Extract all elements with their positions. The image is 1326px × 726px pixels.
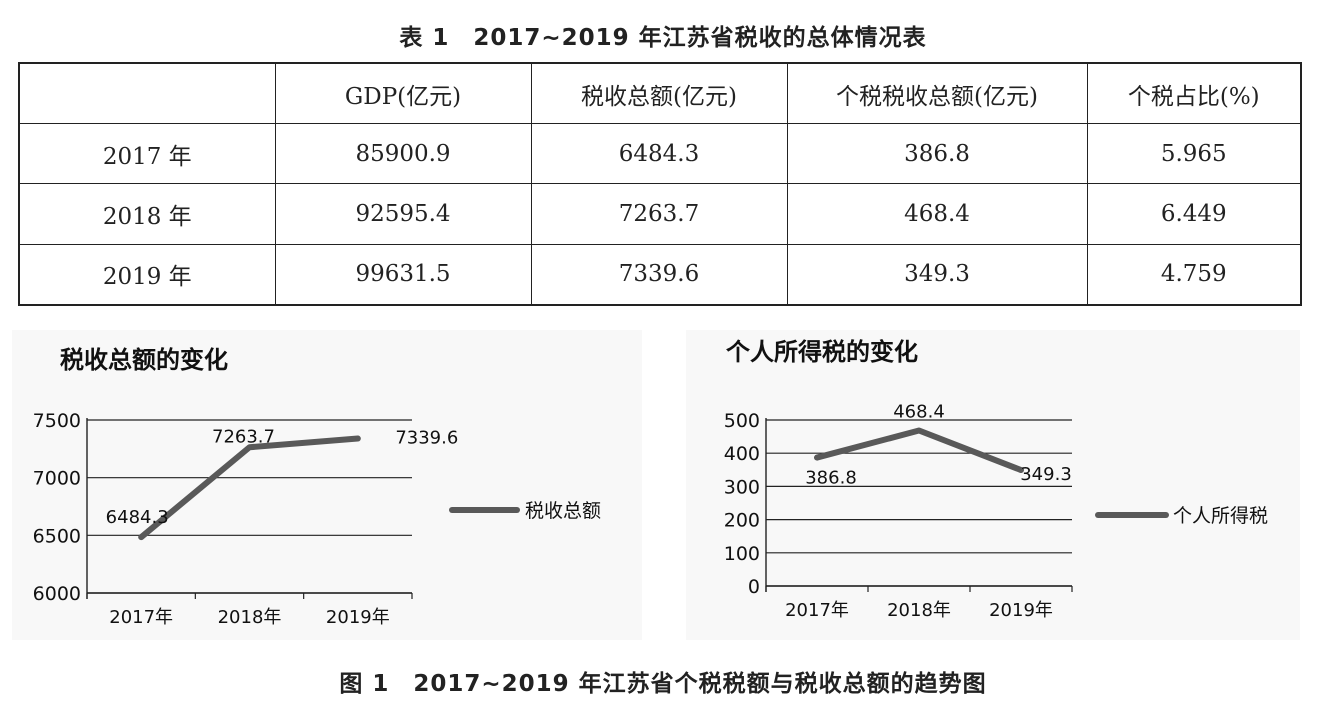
table-row: 2019 年 99631.5 7339.6 349.3 4.759 [18,243,1302,306]
x-tick-label: 2018年 [218,607,282,628]
y-tick-label: 200 [724,510,760,532]
data-label: 386.8 [805,468,857,489]
y-tick-label: 7500 [33,410,81,432]
income-tax-cell: 386.8 [786,123,1088,185]
table-header-row: GDP(亿元) 税收总额(亿元) 个税税收总额(亿元) 个税占比(%) [18,62,1302,125]
x-tick-label: 2017年 [109,607,173,628]
data-label: 7263.7 [212,426,275,447]
gdp-cell: 99631.5 [274,243,532,306]
y-tick-label: 7000 [33,468,81,490]
y-tick-label: 400 [724,443,760,465]
ratio-cell: 5.965 [1086,123,1302,185]
table-caption: 表 1 2017~2019 年江苏省税收的总体情况表 [399,25,927,51]
ratio-cell: 6.449 [1086,183,1302,245]
total-tax-cell: 7339.6 [530,243,788,306]
x-tick-label: 2017年 [785,600,849,621]
chart-title: 税收总额的变化 [60,346,228,374]
chart-panel-total-tax: 税收总额的变化 6000 6500 7000 7500 2017年 2018年 2019年 64… [12,330,642,640]
y-tick-label: 6500 [33,525,81,547]
data-label: 468.4 [893,401,945,422]
header-cell-ratio: 个税占比(%) [1086,62,1302,125]
total-tax-cell: 7263.7 [530,183,788,245]
year-cell: 2018 年 [18,183,276,245]
data-label: 7339.6 [395,427,458,448]
series-line-total-tax [138,435,361,541]
gdp-cell: 85900.9 [274,123,532,185]
year-cell: 2019 年 [18,243,276,306]
y-tick-label: 300 [724,476,760,498]
y-tick-label: 500 [724,410,760,432]
series-line-income-tax [814,427,1024,474]
income-tax-cell: 349.3 [786,243,1088,306]
data-point [138,534,144,540]
total-tax-cell: 6484.3 [530,123,788,185]
data-point [916,427,922,433]
y-tick-label: 6000 [33,583,81,605]
y-tick-label: 100 [724,543,760,565]
table-row: 2018 年 92595.4 7263.7 468.4 6.449 [18,183,1302,245]
chart-panel-income-tax: 个人所得税的变化 0 100 200 300 400 500 2017年 2018年 2019年 3… [686,330,1300,640]
data-point [247,444,252,450]
total-tax-line-chart: 税收总额的变化 6000 6500 7000 7500 2017年 2018年 2019年 64… [33,346,601,628]
x-tick-label: 2019年 [989,600,1053,621]
data-point [814,455,820,461]
figure-caption: 图 1 2017~2019 年江苏省个税税额与税收总额的趋势图 [339,671,987,697]
header-cell-total-tax: 税收总额(亿元) [530,62,788,125]
data-label: 6484.3 [106,507,169,528]
legend-label: 税收总额 [525,500,601,522]
data-point [1018,467,1024,473]
table-row: 2017 年 85900.9 6484.3 386.8 5.965 [18,123,1302,185]
data-label: 349.3 [1020,464,1072,485]
x-tick-label: 2019年 [326,607,390,628]
data-point [355,435,361,441]
year-cell: 2017 年 [18,123,276,185]
header-cell-gdp: GDP(亿元) [274,62,532,125]
tax-summary-table: GDP(亿元) 税收总额(亿元) 个税税收总额(亿元) 个税占比(%) 2017… [18,62,1302,306]
y-tick-label: 0 [748,576,760,598]
legend-label: 个人所得税 [1173,505,1268,527]
chart-title: 个人所得税的变化 [726,338,918,366]
header-cell-empty [18,62,276,125]
gdp-cell: 92595.4 [274,183,532,245]
income-tax-cell: 468.4 [786,183,1088,245]
income-tax-line-chart: 个人所得税的变化 0 100 200 300 400 500 2017年 2018年 2019年 3… [724,338,1268,621]
x-tick-label: 2018年 [887,600,951,621]
header-cell-income-tax: 个税税收总额(亿元) [786,62,1088,125]
ratio-cell: 4.759 [1086,243,1302,306]
